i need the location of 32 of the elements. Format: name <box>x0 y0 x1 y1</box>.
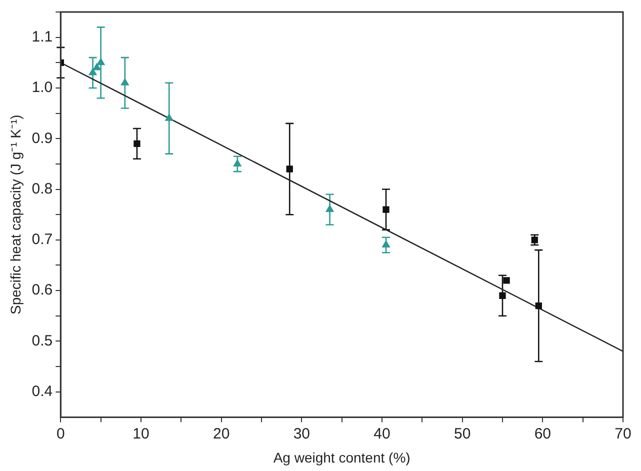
point <box>120 78 129 86</box>
x-tick-label: 20 <box>212 425 230 442</box>
point <box>382 206 390 213</box>
y-tick-label: 0.6 <box>32 282 53 299</box>
y-tick-label: 0.4 <box>32 383 53 400</box>
x-tick-label: 60 <box>534 425 552 442</box>
point <box>88 68 97 76</box>
point <box>503 277 510 284</box>
y-tick-label: 0.5 <box>32 332 53 350</box>
x-tick-label: 70 <box>614 425 632 442</box>
point <box>165 114 174 121</box>
y-tick-label: 1.1 <box>32 28 53 46</box>
y-tick-label: 0.7 <box>32 231 53 248</box>
x-axis-title: Ag weight content (%) <box>273 449 410 466</box>
point <box>535 302 542 310</box>
point <box>134 140 140 148</box>
x-tick-label: 40 <box>374 425 390 442</box>
point <box>233 159 242 166</box>
point <box>326 205 334 212</box>
point <box>499 292 506 299</box>
y-tick-label: 1.0 <box>32 79 53 96</box>
point <box>286 166 293 172</box>
point <box>92 63 101 70</box>
x-tick-label: 50 <box>454 425 471 442</box>
y-tick-label: 0.8 <box>32 180 53 198</box>
point <box>96 58 105 66</box>
x-tick-label: 10 <box>132 425 150 442</box>
x-tick-label: 0 <box>56 425 65 442</box>
point <box>382 240 390 248</box>
x-tick-label: 30 <box>293 425 310 442</box>
y-axis-title: Specific heat capacity (J g⁻¹ K⁻¹) <box>7 114 24 315</box>
y-tick-label: 0.9 <box>32 130 53 147</box>
